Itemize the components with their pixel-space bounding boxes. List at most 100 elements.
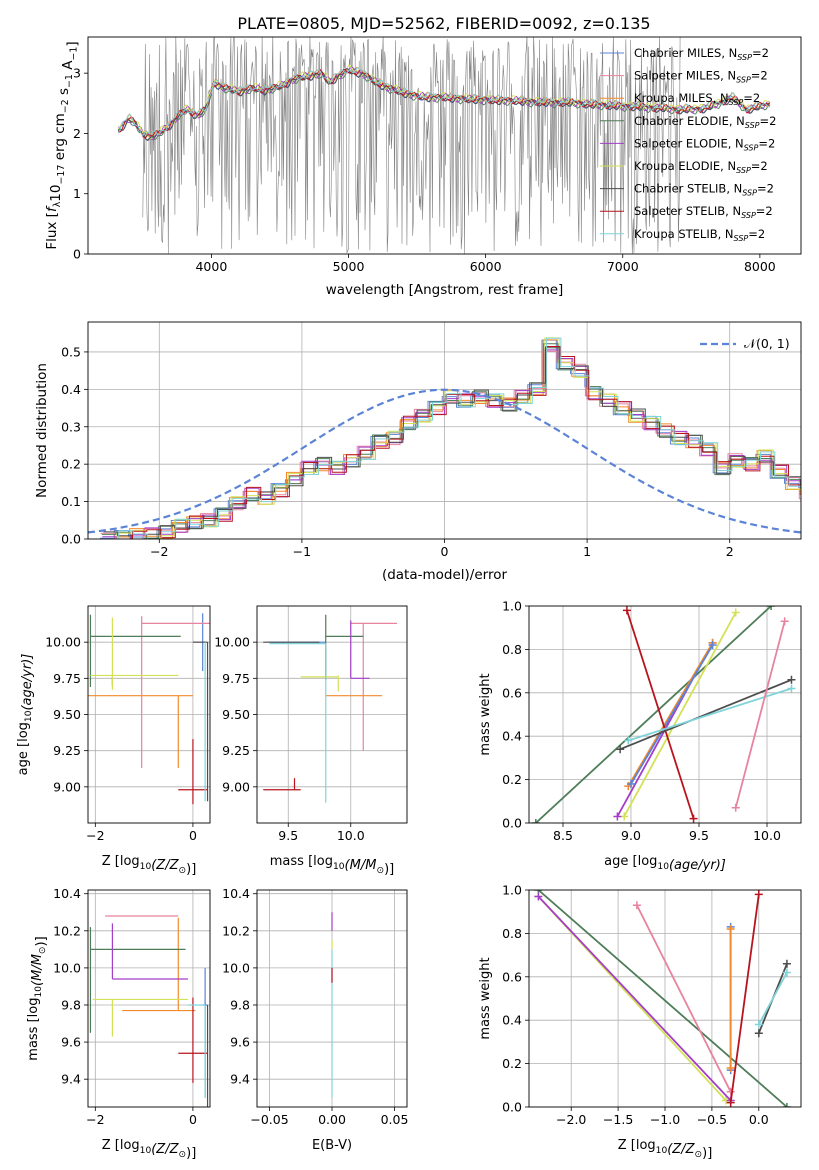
residual-histogram (102, 337, 801, 539)
legend-text: =2 (748, 227, 765, 241)
label-part: )] (384, 862, 394, 877)
legend-text: Salpeter MILES, N (634, 69, 736, 83)
x-tick-label: −2 (86, 1112, 104, 1127)
y-tick-label: 0.5 (61, 344, 81, 359)
x-tick-label: −1.0 (650, 1112, 680, 1127)
y-tick-label: 0.8 (502, 642, 522, 657)
x-tick-label: 2 (726, 544, 734, 559)
point-marker (624, 736, 633, 745)
point-marker (534, 892, 543, 901)
plot-area (88, 322, 801, 539)
legend-text: Salpeter ELODIE, N (634, 136, 744, 150)
label-part: (M/M (345, 858, 377, 873)
point-marker (726, 1063, 735, 1072)
x-tick-label: 9.5 (278, 828, 298, 843)
label-part: )] (186, 1146, 196, 1161)
figure-title: PLATE=0805, MJD=52562, FIBERID=0092, z=0… (237, 14, 650, 33)
point-marker (754, 1029, 763, 1038)
weight-line (623, 612, 737, 817)
x-tick-label: 0 (189, 1112, 197, 1127)
legend-label: Kroupa ELODIE, NSSP=2 (634, 159, 768, 175)
y-tick-label: 10.0 (53, 960, 81, 975)
y-tick-label: 10.0 (222, 960, 250, 975)
y-tick-label: 10.2 (222, 923, 250, 938)
legend-subscript: SSP (729, 98, 744, 107)
point-marker (782, 1103, 791, 1107)
x-tick-label: 6000 (470, 259, 502, 274)
x-tick-label: −2 (86, 828, 104, 843)
y-tick-label: 10.2 (53, 923, 81, 938)
legend-subscript: SSP (734, 234, 749, 243)
label-part: λ (52, 201, 63, 207)
x-tick-label: 1 (583, 544, 591, 559)
point-marker (787, 684, 796, 693)
label-part: (M/M (30, 954, 45, 986)
plot-area (257, 890, 407, 1107)
legend-subscript: SSP (745, 121, 760, 130)
point-marker (622, 606, 631, 615)
axes-frame (528, 605, 802, 824)
observed-spectrum (142, 37, 681, 254)
x-axis-label: wavelength [Angstrom, rest frame] (326, 282, 564, 298)
legend-subscript: SSP (742, 189, 757, 198)
weight-line (729, 894, 760, 1103)
model-line (117, 67, 770, 137)
label-part: (Z/Z (151, 858, 179, 873)
legend-text: Kroupa ELODIE, N (634, 159, 736, 173)
y-axis-label: mass weight (478, 673, 493, 755)
axes-mass-vs-Z: −2 09.49.69.810.010.210.4Z [log10(Z/Z⊙)]m… (26, 886, 211, 1161)
label-part: Z [log (618, 1138, 656, 1153)
plot-area (257, 606, 407, 823)
y-tick-label: 0.6 (502, 685, 522, 700)
residual-histogram (104, 337, 801, 539)
x-tick-label: −1 (293, 544, 311, 559)
y-axis-label: age [log10(age/yr)] (16, 654, 35, 776)
label-part: ⊙ (695, 1150, 703, 1160)
label-part: )] (186, 862, 196, 877)
legend-label: Kroupa MILES, NSSP=2 (634, 91, 760, 107)
legend-subscript: SSP (744, 143, 759, 152)
point-marker (780, 617, 789, 626)
y-tick-label: 9.00 (53, 779, 81, 794)
y-tick-label: 9.00 (222, 779, 250, 794)
weight-line (758, 972, 788, 1025)
axes-weight-vs-age: 8.5 9.0 9.5 10.0 0.0 0.2 0.4 0.6 0.8 1.0 age [log1… (478, 599, 802, 873)
plot-area (88, 890, 210, 1107)
label-part: ⊙ (179, 866, 187, 876)
y-tick-label: 9.25 (222, 743, 250, 758)
weight-line (627, 642, 714, 787)
legend-subscript: SSP (737, 53, 752, 62)
y-tick-label: 0.2 (502, 772, 522, 787)
y-axis-label: Flux [fλ10−17 erg cm−2 s−1 A−1] (44, 41, 80, 249)
plot-area (529, 890, 801, 1107)
y-tick-label: 3 (73, 66, 81, 81)
point-marker (782, 968, 791, 977)
y-tick-label: 0.0 (502, 1100, 522, 1115)
x-tick-label: 0.00 (318, 1112, 346, 1127)
point-marker (731, 608, 740, 617)
label-part: −2 (60, 99, 71, 113)
label-part: )] (34, 936, 49, 946)
legend-text: =2 (758, 136, 775, 150)
legend-label: Kroupa STELIB, NSSP=2 (634, 227, 765, 243)
x-tick-label: 0 (189, 828, 197, 843)
label-part: 10 (333, 862, 345, 872)
plots-layer: 4000 5000 6000 7000 8000 0 1 2 3 Chabrier MILES, … (16, 36, 802, 1161)
label-part: s (56, 88, 72, 99)
y-tick-label: 9.8 (230, 997, 250, 1012)
legend-label: Salpeter ELODIE, NSSP=2 (634, 136, 775, 152)
x-tick-label: −1.5 (603, 1112, 633, 1127)
weight-line (537, 890, 788, 1107)
x-tick-label: 8000 (744, 259, 776, 274)
point-marker (726, 1087, 735, 1096)
axes-frame (87, 889, 211, 1108)
y-tick-label: 9.75 (53, 671, 81, 686)
label-part: ⊙ (179, 1150, 187, 1160)
label-part: 10 (140, 1146, 152, 1156)
y-tick-label: 0.0 (61, 532, 81, 547)
label-part: 10 (48, 185, 64, 202)
legend-text: =2 (760, 114, 777, 128)
label-part: 10 (24, 710, 34, 722)
point-marker (689, 814, 698, 823)
